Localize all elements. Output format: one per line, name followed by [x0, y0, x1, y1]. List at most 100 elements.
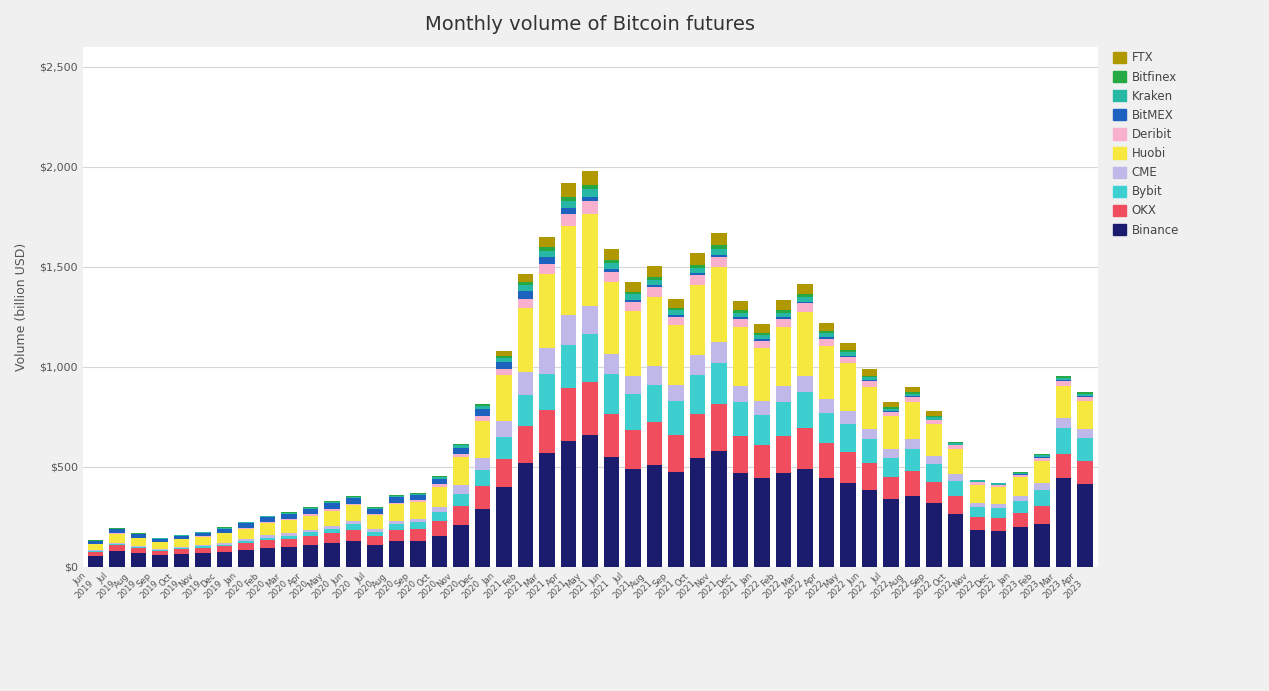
Bar — [712, 249, 727, 255]
Bar — [1013, 501, 1028, 513]
Bar — [755, 348, 770, 401]
Bar — [561, 183, 576, 197]
Bar — [367, 509, 383, 513]
Bar — [647, 277, 662, 280]
Bar — [862, 376, 877, 377]
Bar — [303, 530, 319, 533]
Bar — [453, 506, 468, 524]
Bar — [797, 428, 813, 468]
Bar — [883, 449, 898, 457]
Bar — [1077, 394, 1093, 396]
Bar — [948, 448, 963, 474]
Bar — [539, 274, 555, 348]
Bar — [325, 529, 340, 533]
Bar — [970, 529, 985, 567]
Bar — [712, 255, 727, 257]
Bar — [518, 299, 533, 308]
Bar — [388, 498, 405, 502]
Bar — [905, 392, 920, 394]
Bar — [862, 439, 877, 463]
Bar — [840, 411, 857, 424]
Bar — [797, 392, 813, 428]
Bar — [1056, 417, 1071, 428]
Y-axis label: Volume (billion USD): Volume (billion USD) — [15, 243, 28, 371]
Bar — [431, 536, 448, 567]
Bar — [195, 553, 211, 567]
Bar — [970, 502, 985, 507]
Bar — [453, 485, 468, 493]
Bar — [926, 456, 942, 464]
Bar — [539, 265, 555, 274]
Bar — [260, 522, 275, 523]
Bar — [991, 531, 1006, 567]
Bar — [733, 473, 749, 567]
Bar — [905, 397, 920, 402]
Bar — [582, 197, 598, 201]
Bar — [303, 536, 319, 545]
Bar — [539, 410, 555, 453]
Bar — [733, 435, 749, 473]
Bar — [883, 407, 898, 408]
Bar — [626, 394, 641, 430]
Bar — [862, 377, 877, 380]
Bar — [970, 484, 985, 502]
Bar — [775, 310, 792, 312]
Bar — [1056, 477, 1071, 567]
Bar — [1077, 429, 1093, 438]
Bar — [905, 402, 920, 439]
Bar — [626, 468, 641, 567]
Bar — [303, 508, 319, 509]
Bar — [775, 317, 792, 319]
Bar — [991, 518, 1006, 531]
Bar — [1013, 477, 1028, 496]
Bar — [712, 451, 727, 567]
Bar — [496, 370, 511, 375]
Bar — [346, 497, 362, 498]
Bar — [840, 343, 857, 350]
Bar — [325, 511, 340, 526]
Bar — [431, 484, 448, 486]
Bar — [195, 533, 211, 536]
Bar — [260, 523, 275, 536]
Title: Monthly volume of Bitcoin futures: Monthly volume of Bitcoin futures — [425, 15, 755, 34]
Bar — [926, 464, 942, 482]
Bar — [604, 249, 619, 261]
Bar — [109, 542, 124, 544]
Bar — [88, 551, 103, 556]
Bar — [152, 542, 168, 549]
Bar — [948, 443, 963, 444]
Bar — [905, 387, 920, 392]
Bar — [518, 274, 533, 282]
Bar — [883, 412, 898, 416]
Bar — [217, 543, 232, 545]
Bar — [539, 374, 555, 410]
Bar — [647, 366, 662, 385]
Bar — [948, 445, 963, 448]
Bar — [626, 282, 641, 292]
Bar — [582, 185, 598, 189]
Bar — [948, 481, 963, 495]
Bar — [733, 327, 749, 386]
Bar — [733, 317, 749, 319]
Bar — [367, 531, 383, 536]
Bar — [690, 457, 706, 567]
Bar — [1034, 457, 1049, 461]
Bar — [626, 376, 641, 394]
Bar — [1034, 484, 1049, 490]
Bar — [948, 513, 963, 567]
Bar — [1013, 473, 1028, 474]
Bar — [174, 547, 189, 548]
Bar — [1013, 513, 1028, 527]
Bar — [346, 529, 362, 540]
Bar — [539, 348, 555, 374]
Bar — [712, 257, 727, 267]
Bar — [410, 495, 426, 500]
Bar — [561, 226, 576, 315]
Bar — [755, 477, 770, 567]
Bar — [195, 537, 211, 545]
Bar — [582, 306, 598, 334]
Bar — [1013, 472, 1028, 473]
Bar — [819, 477, 835, 567]
Bar — [626, 311, 641, 376]
Bar — [518, 285, 533, 291]
